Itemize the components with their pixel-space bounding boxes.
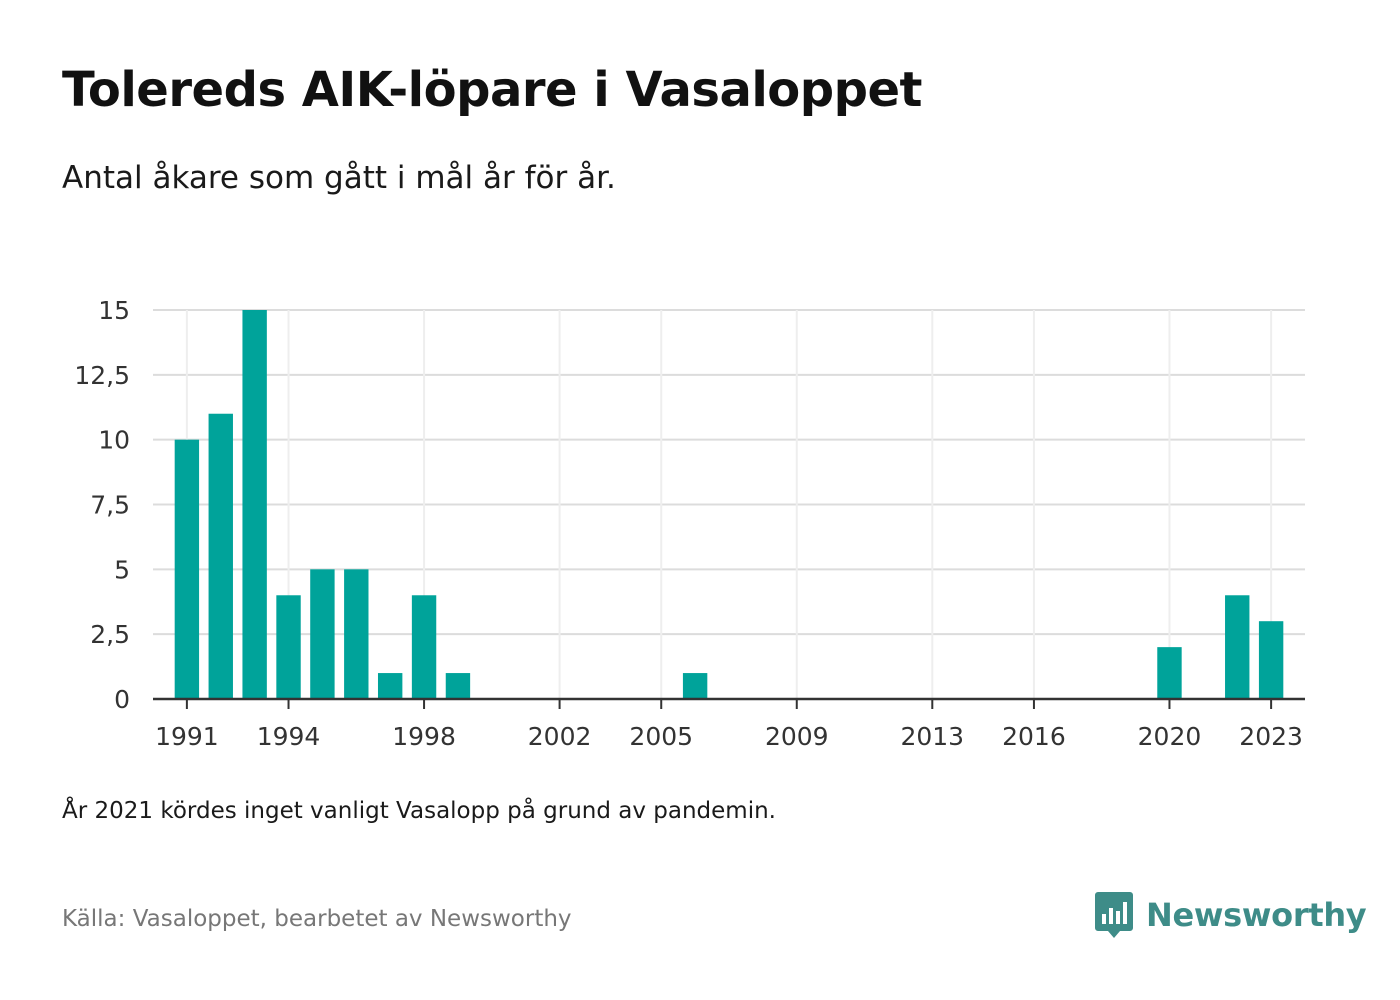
x-tick-label: 2005	[629, 722, 693, 751]
bars	[174, 310, 1284, 699]
brand-name: Newsworthy	[1146, 896, 1367, 934]
newsworthy-logo-icon	[1095, 892, 1133, 938]
x-tick-label: 2016	[1002, 722, 1066, 751]
bar-1994	[276, 595, 301, 699]
bar-1992	[208, 413, 233, 699]
bar-2020	[1157, 647, 1182, 699]
bar-2022	[1225, 595, 1250, 699]
x-tick-label: 2023	[1239, 722, 1303, 751]
bar-1998	[411, 595, 437, 699]
x-tick-label: 2013	[900, 722, 964, 751]
bar-1997	[377, 673, 403, 699]
x-tick-label: 1994	[257, 722, 321, 751]
bar-1999	[445, 673, 471, 699]
x-tick-label: 1998	[392, 722, 456, 751]
y-tick-label: 2,5	[90, 620, 130, 649]
footnote: År 2021 kördes inget vanligt Vasalopp på…	[62, 798, 776, 824]
y-tick-label: 7,5	[90, 491, 130, 520]
newsworthy-logo[interactable]: Newsworthy	[1094, 890, 1367, 940]
x-tick-label: 2020	[1138, 722, 1202, 751]
x-tick-label: 1991	[155, 722, 219, 751]
y-tick-label: 12,5	[74, 361, 130, 390]
bar-1995	[310, 569, 335, 699]
y-tick-label: 0	[114, 685, 130, 714]
bar-2023	[1258, 621, 1284, 699]
y-tick-label: 15	[98, 296, 130, 325]
bar-2006	[682, 673, 708, 699]
bar-1996	[344, 569, 369, 699]
x-tick-label: 2009	[765, 722, 829, 751]
chart-subtitle: Antal åkare som gått i mål år för år.	[62, 160, 616, 196]
source-credit: Källa: Vasaloppet, bearbetet av Newswort…	[62, 906, 572, 932]
bar-1991	[174, 439, 200, 699]
x-tick-label: 2002	[528, 722, 592, 751]
y-tick-label: 5	[114, 555, 130, 584]
axes: 0 2,5 5 7,5 10 12,5 15 1991 1994 1998 2002 2005 2009…	[74, 296, 1305, 751]
y-tick-label: 10	[98, 426, 130, 455]
bar-1993	[242, 310, 267, 699]
chart-title: Tolereds AIK-löpare i Vasaloppet	[62, 62, 922, 118]
